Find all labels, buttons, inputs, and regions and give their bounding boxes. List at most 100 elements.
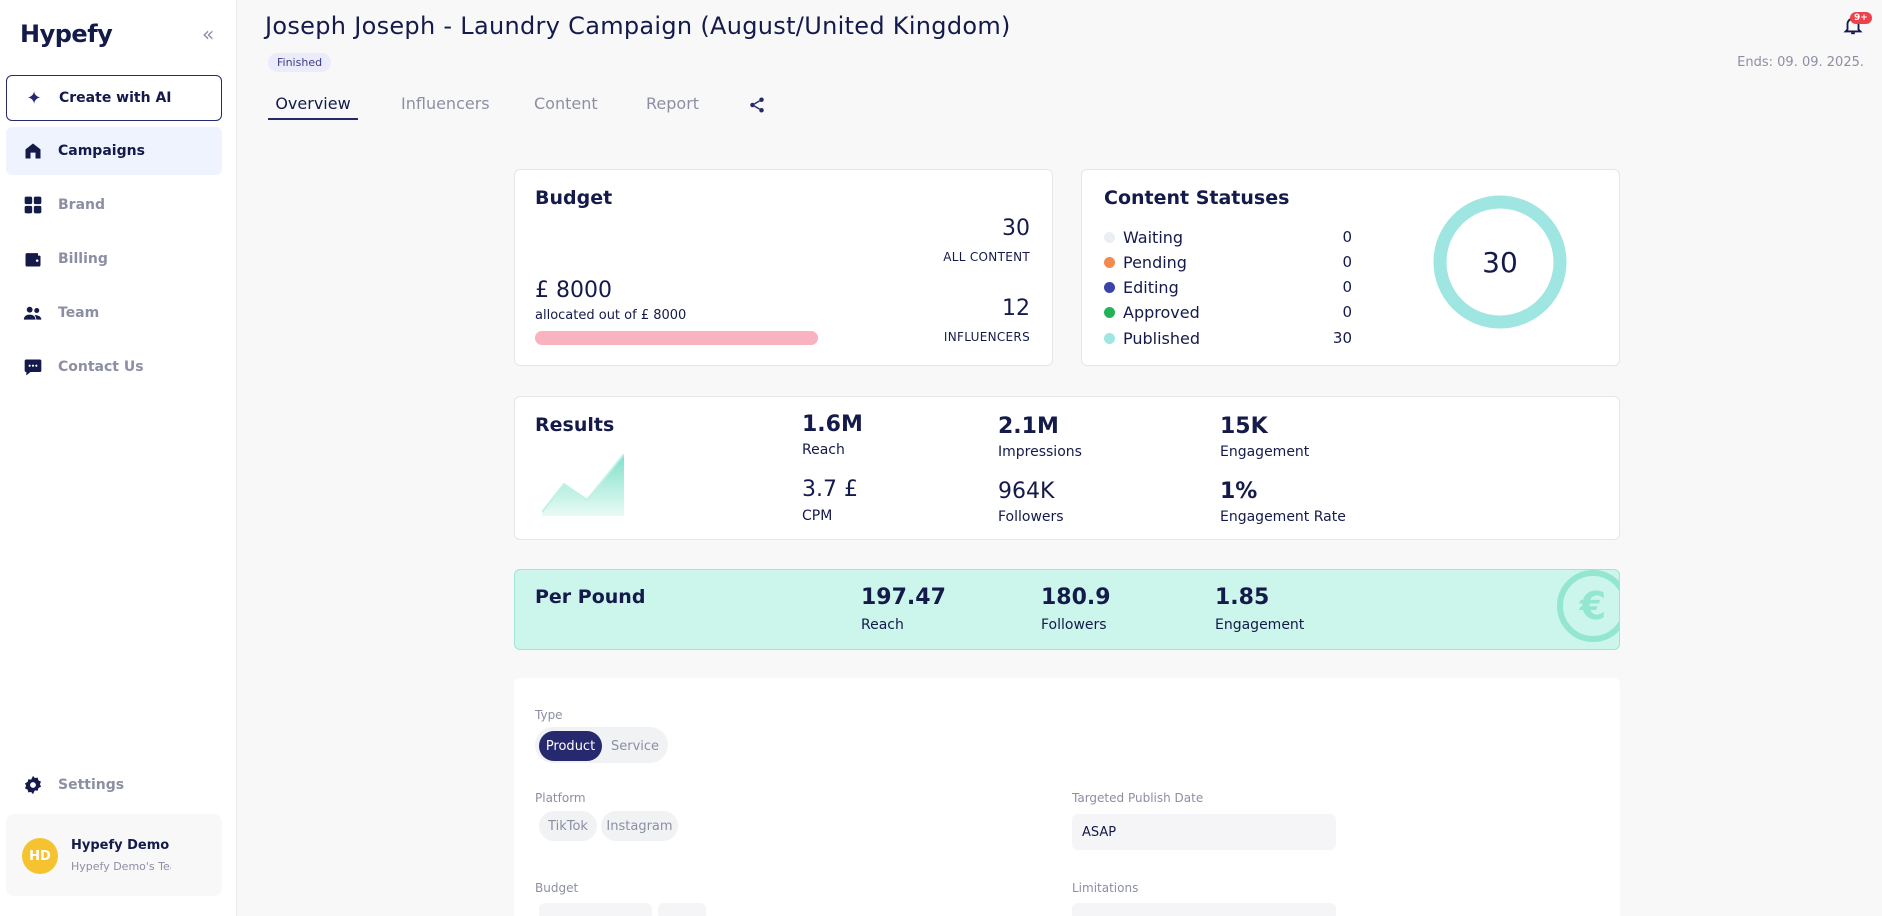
- sidebar-item-contact-us[interactable]: Contact Us: [6, 343, 222, 391]
- donut-total: 30: [1482, 246, 1518, 279]
- status-dot: [1104, 231, 1115, 243]
- create-with-ai-button[interactable]: ✦ Create with AI: [6, 75, 222, 121]
- share-icon[interactable]: [748, 96, 766, 118]
- status-row-waiting: Waiting 0: [1104, 226, 1352, 248]
- pp-followers-label: Followers: [1041, 617, 1107, 633]
- status-count: 0: [1342, 303, 1352, 321]
- wallet-icon: [22, 248, 44, 270]
- budget-field-label: Budget: [535, 881, 579, 895]
- status-dot: [1104, 306, 1115, 318]
- status-label: Waiting: [1123, 227, 1184, 247]
- influencers-label: INFLUENCERS: [943, 330, 1030, 344]
- type-option-service[interactable]: Service: [610, 738, 660, 754]
- sidebar-item-label: Team: [58, 305, 100, 321]
- metric-engagement-rate-value: 1%: [1220, 479, 1258, 504]
- per-pound-title: Per Pound: [535, 586, 646, 608]
- status-count: 0: [1342, 278, 1352, 296]
- budget-amount: £ 8000: [535, 278, 612, 303]
- content-statuses-card: Content Statuses Waiting 0 Pending 0 Edi…: [1081, 169, 1620, 366]
- type-option-product[interactable]: Product: [539, 731, 602, 761]
- status-label: Editing: [1123, 277, 1179, 297]
- metric-followers-value: 964K: [998, 479, 1055, 504]
- budget-title: Budget: [535, 187, 613, 209]
- status-count: 0: [1342, 253, 1352, 271]
- metric-engagement-label: Engagement: [1220, 444, 1310, 460]
- content-statuses-title: Content Statuses: [1104, 187, 1290, 209]
- chat-icon: [22, 356, 44, 378]
- collapse-sidebar-icon[interactable]: «: [202, 22, 215, 46]
- team-icon: [22, 302, 44, 324]
- status-donut-chart: 30: [1433, 195, 1567, 329]
- status-count: 30: [1332, 329, 1352, 347]
- budget-currency-field[interactable]: [658, 903, 706, 916]
- end-date: Ends: 09. 09. 2025.: [1737, 55, 1864, 70]
- home-icon: [22, 140, 44, 162]
- status-row-approved: Approved 0: [1104, 301, 1352, 323]
- sidebar-item-label: Contact Us: [58, 359, 144, 375]
- notification-badge: 9+: [1850, 12, 1872, 24]
- sidebar-item-label: Brand: [58, 197, 106, 213]
- results-card: Results 1.6M Reach 2.1M Impressions 15K …: [514, 396, 1620, 540]
- per-pound-card: Per Pound 197.47 Reach 180.9 Followers 1…: [514, 569, 1620, 650]
- sparkle-icon: ✦: [26, 87, 42, 109]
- all-content-label: ALL CONTENT: [943, 250, 1030, 264]
- currency-watermark-icon: €: [1557, 570, 1619, 642]
- all-content-value: 30: [1002, 216, 1030, 241]
- pp-reach-value: 197.47: [861, 585, 946, 610]
- pp-engagement-label: Engagement: [1215, 617, 1305, 633]
- status-row-published: Published 30: [1104, 327, 1352, 349]
- status-row-pending: Pending 0: [1104, 251, 1352, 273]
- sidebar-item-team[interactable]: Team: [6, 289, 222, 337]
- avatar: HD: [22, 838, 58, 874]
- pp-followers-value: 180.9: [1041, 585, 1111, 610]
- tab-content[interactable]: Content: [534, 94, 598, 113]
- status-count: 0: [1342, 228, 1352, 246]
- sidebar-item-label: Settings: [58, 777, 125, 793]
- metric-followers-label: Followers: [998, 509, 1064, 525]
- create-with-ai-label: Create with AI: [59, 90, 172, 106]
- tab-influencers[interactable]: Influencers: [401, 94, 490, 113]
- sidebar-item-billing[interactable]: Billing: [6, 235, 222, 283]
- type-label: Type: [535, 708, 563, 722]
- results-title: Results: [535, 414, 615, 436]
- user-card[interactable]: HD Hypefy Demo Hypefy Demo's Team: [6, 814, 222, 896]
- status-label: Approved: [1123, 302, 1200, 322]
- limitations-field[interactable]: [1072, 903, 1336, 916]
- tab-report[interactable]: Report: [646, 94, 700, 113]
- influencers-value: 12: [1002, 296, 1030, 321]
- sidebar-item-brand[interactable]: Brand: [6, 181, 222, 229]
- status-dot: [1104, 256, 1115, 268]
- user-team: Hypefy Demo's Team: [71, 860, 171, 873]
- budget-card: Budget 30 ALL CONTENT £ 8000 allocated o…: [514, 169, 1053, 366]
- metric-reach-label: Reach: [802, 442, 845, 458]
- status-dot: [1104, 281, 1115, 293]
- tab-overview[interactable]: Overview: [268, 94, 358, 120]
- status-badge: Finished: [268, 53, 332, 72]
- budget-progress-bar: [535, 331, 818, 345]
- app-logo[interactable]: Hypefy: [20, 20, 113, 48]
- metric-cpm-value: 3.7 £: [802, 477, 858, 502]
- platform-label: Platform: [535, 791, 586, 805]
- publish-date-label: Targeted Publish Date: [1072, 791, 1204, 805]
- budget-field[interactable]: [539, 903, 652, 916]
- sidebar: Hypefy « ✦ Create with AI Campaigns Bran…: [0, 0, 237, 916]
- platform-chip-instagram[interactable]: Instagram: [601, 811, 678, 841]
- sidebar-item-settings[interactable]: Settings: [6, 761, 222, 809]
- metric-engagement-value: 15K: [1220, 414, 1268, 439]
- sidebar-item-campaigns[interactable]: Campaigns: [6, 127, 222, 175]
- grid-icon: [22, 194, 44, 216]
- metric-impressions-label: Impressions: [998, 444, 1082, 460]
- publish-date-field[interactable]: ASAP: [1072, 814, 1336, 850]
- budget-allocated: allocated out of £ 8000: [535, 308, 687, 323]
- gear-icon: [22, 774, 44, 796]
- metric-impressions-value: 2.1M: [998, 414, 1059, 439]
- platform-chip-tiktok[interactable]: TikTok: [539, 811, 597, 841]
- sidebar-item-label: Campaigns: [58, 143, 145, 159]
- metric-engagement-rate-label: Engagement Rate: [1220, 509, 1346, 525]
- page-title: Joseph Joseph - Laundry Campaign (August…: [265, 12, 1011, 40]
- status-dot: [1104, 332, 1115, 344]
- status-label: Published: [1123, 328, 1201, 348]
- svg-text:€: €: [1579, 584, 1606, 628]
- user-name: Hypefy Demo: [71, 838, 170, 853]
- status-row-editing: Editing 0: [1104, 276, 1352, 298]
